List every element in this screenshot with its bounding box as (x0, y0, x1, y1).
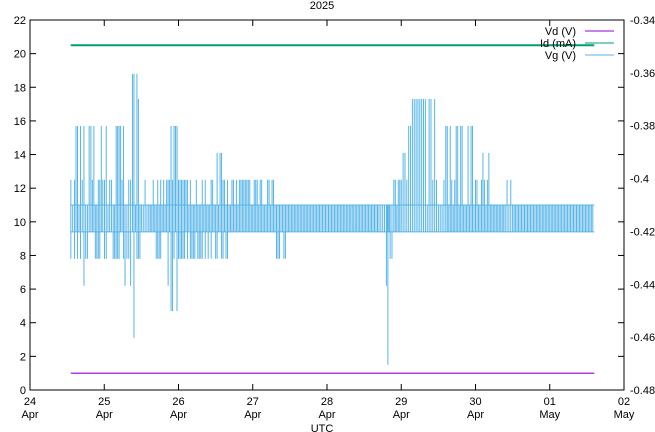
series-lines (70, 44, 595, 374)
y-left-tick-label: 22 (14, 15, 26, 27)
y-right-tick-label: -0.46 (630, 332, 655, 344)
chart-title: 2025 (310, 0, 334, 12)
x-tick-label-month: May (614, 409, 635, 421)
x-tick-label-month: May (539, 409, 560, 421)
y-left-tick-label: 8 (20, 250, 26, 262)
x-tick-label-day: 30 (469, 396, 481, 408)
x-tick-label-month: Apr (96, 409, 113, 421)
x-tick-label-day: 27 (247, 396, 259, 408)
y-left-tick-label: 4 (20, 318, 26, 330)
y-right-tick-label: -0.4 (630, 174, 649, 186)
y-right-tick-label: -0.38 (630, 121, 655, 133)
x-axis-label: UTC (311, 423, 334, 432)
y-left-tick-label: 14 (14, 150, 26, 162)
y-left-tick-label: 2 (20, 351, 26, 363)
series-vg (70, 73, 595, 365)
y-right-tick-label: -0.36 (630, 68, 655, 80)
x-tick-label-day: 26 (172, 396, 184, 408)
x-tick-label-day: 25 (98, 396, 110, 408)
x-tick-label-day: 24 (24, 396, 36, 408)
y-left-tick-label: 0 (20, 385, 26, 397)
x-tick-label-month: Apr (21, 409, 38, 421)
legend-label: Vg (V) (545, 50, 576, 62)
x-tick-label-month: Apr (318, 409, 335, 421)
axis-ticks: 0246810121416182022-0.48-0.46-0.44-0.42-… (14, 15, 655, 421)
legend-label: Id (mA) (540, 38, 576, 50)
y-left-tick-label: 10 (14, 217, 26, 229)
x-tick-label-day: 29 (395, 396, 407, 408)
y-right-tick-label: -0.44 (630, 279, 655, 291)
y-left-tick-label: 6 (20, 284, 26, 296)
y-left-tick-label: 12 (14, 183, 26, 195)
y-right-tick-label: -0.34 (630, 15, 655, 27)
x-tick-label-day: 28 (321, 396, 333, 408)
y-left-tick-label: 20 (14, 49, 26, 61)
x-tick-label-day: 02 (618, 396, 630, 408)
x-tick-label-month: Apr (467, 409, 484, 421)
y-right-tick-label: -0.42 (630, 226, 655, 238)
x-tick-label-month: Apr (393, 409, 410, 421)
y-left-tick-label: 16 (14, 116, 26, 128)
legend: Vd (V)Id (mA)Vg (V) (540, 26, 614, 62)
y-left-tick-label: 18 (14, 82, 26, 94)
legend-label: Vd (V) (545, 26, 576, 38)
x-tick-label-month: Apr (170, 409, 187, 421)
x-tick-label-day: 01 (544, 396, 556, 408)
y-right-tick-label: -0.48 (630, 385, 655, 397)
x-tick-label-month: Apr (244, 409, 261, 421)
